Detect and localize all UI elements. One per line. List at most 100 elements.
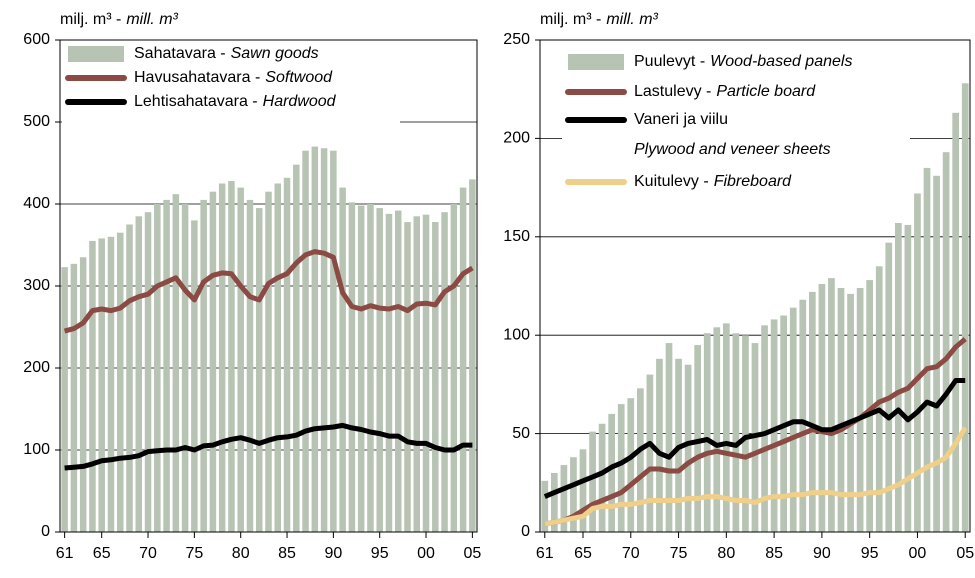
y-tick-label: 400 [23,195,50,212]
legend-name: Havusahatavara - [134,69,260,86]
x-tick-label: 05 [956,545,974,562]
bar [550,472,558,532]
bar [732,333,740,532]
y-tick-label: 500 [23,113,50,130]
bar [459,187,467,532]
y-tick-label: 200 [503,130,530,147]
legend-label: Lehtisahatavara - Hardwood [134,93,337,110]
x-tick-label: 90 [324,545,342,562]
bar [255,208,263,532]
y-tick-label: 100 [23,441,50,458]
bar [684,364,692,532]
bar [404,222,411,533]
legend-name: Kuitulevy - [634,173,709,190]
x-tick-label: 95 [861,545,879,562]
legend-name: Vaneri ja viilu [634,111,728,128]
x-tick-label: 61 [536,545,554,562]
bar [808,291,816,532]
bar [770,319,778,532]
bar [98,238,105,532]
y-tick-label: 0 [41,523,50,540]
line [544,337,967,527]
bar [856,287,864,532]
bar [799,299,807,532]
x-tick-label: 95 [371,545,389,562]
y-tick-label: 100 [503,326,530,343]
bar [441,212,448,532]
bar [265,191,272,532]
y-tick-label: 0 [521,523,530,540]
bar [274,183,282,532]
bar [866,280,874,532]
bar [89,240,96,532]
bar [742,335,749,532]
bar [339,187,346,532]
bar [172,194,180,532]
bar [636,388,644,532]
plot-frame [59,39,478,533]
bar [144,212,152,532]
bar [617,404,625,532]
bar [713,327,721,532]
y-tick-label: 600 [23,31,50,48]
x-tick-label: 00 [417,545,435,562]
unit-label: milj. m³ - mill. m³ [540,11,659,28]
line [63,249,474,334]
unit: milj. m³ - [60,11,121,28]
bar [357,205,365,532]
x-tick-label: 80 [232,545,250,562]
y-tick-label: 50 [512,425,530,442]
bar [608,413,616,532]
bar [847,293,854,532]
y-tick-label: 150 [503,228,530,245]
bar [200,199,207,532]
legend-label: Havusahatavara - Softwood [134,69,333,86]
bar [694,345,702,532]
bar [541,480,549,532]
bar [933,175,940,533]
bar [894,223,902,533]
bar [237,187,244,532]
bar [450,204,458,532]
bar [367,204,374,532]
bar [61,267,68,532]
bar [348,202,356,533]
bar [703,333,711,532]
x-tick-label: 90 [813,545,831,562]
bar [579,449,587,532]
bar [385,213,393,532]
bar [181,204,189,532]
legend-swatch [68,46,124,62]
bar [761,325,768,532]
x-tick-label: 61 [56,545,74,562]
bar [875,266,883,532]
unit-en: mill. m³ [606,11,658,28]
bar [191,220,198,532]
legend-name-en: Particle board [716,83,816,100]
bar [126,224,133,532]
bar [116,232,124,532]
bar [320,148,328,533]
bar [570,457,577,532]
y-tick-label: 250 [503,31,530,48]
x-tick-label: 70 [139,545,157,562]
bar [656,358,663,532]
bar [394,210,402,532]
bar [646,374,654,532]
legend-label: Lastulevy - Particle board [634,83,816,100]
x-tick-label: 65 [93,545,111,562]
legend-label: Kuitulevy - Fibreboard [634,173,792,190]
legend-name-en: Sawn goods [231,45,319,62]
bar [598,423,606,532]
bar [376,208,383,532]
bar [218,183,226,532]
legend-name-en: Fibreboard [714,173,792,190]
x-tick-label: 65 [574,545,592,562]
unit: milj. m³ - [540,11,601,28]
bar [923,167,931,533]
y-tick-label: 300 [23,277,50,294]
bar [330,150,337,532]
bar [432,222,439,533]
bar [209,191,217,532]
